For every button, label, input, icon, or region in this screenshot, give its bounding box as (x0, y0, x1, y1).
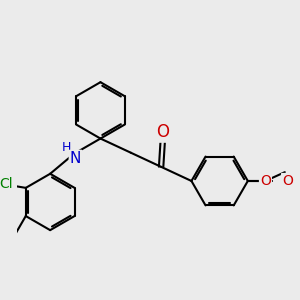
Text: H: H (62, 141, 71, 154)
Text: O: O (282, 174, 293, 188)
Text: Cl: Cl (0, 177, 13, 191)
Text: O: O (156, 124, 170, 142)
Text: O: O (260, 174, 271, 188)
Text: N: N (70, 151, 81, 166)
